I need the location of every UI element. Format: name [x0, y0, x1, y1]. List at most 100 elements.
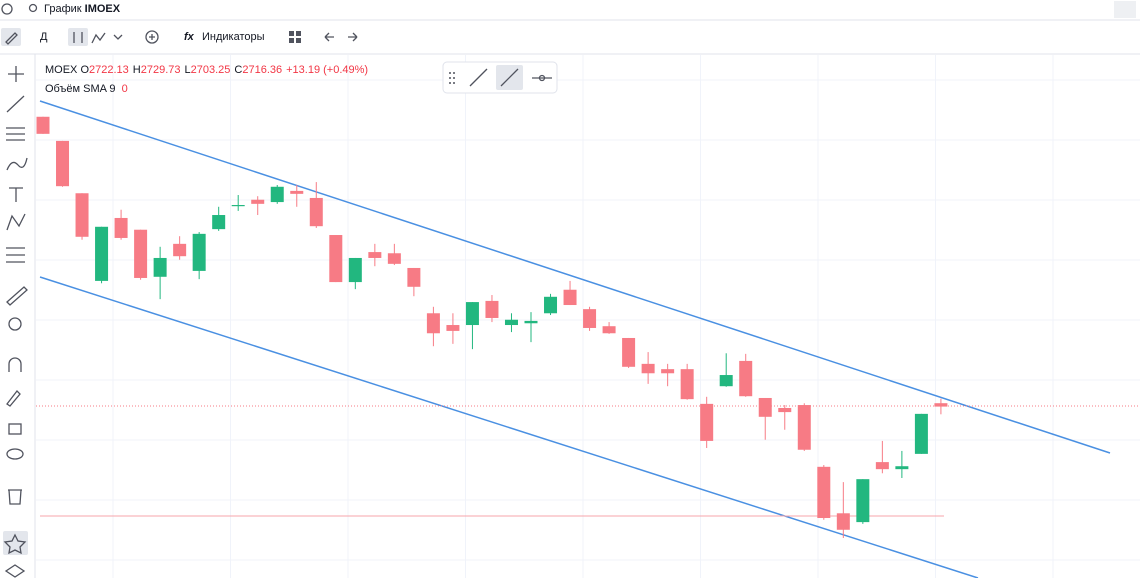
- collapse-button[interactable]: [1114, 1, 1136, 18]
- candle-body: [387, 253, 401, 264]
- pattern-tool[interactable]: [6, 213, 26, 231]
- candle-body: [56, 140, 70, 187]
- candle-body: [465, 302, 479, 326]
- candle-body: [192, 233, 206, 271]
- fib-tool[interactable]: [6, 127, 25, 141]
- candle-body: [875, 462, 889, 470]
- candle-body: [270, 186, 284, 203]
- drag-handle[interactable]: [449, 72, 455, 84]
- pencil-icon: [5, 32, 18, 45]
- redo[interactable]: [348, 32, 358, 42]
- candle-body: [251, 199, 265, 204]
- candle-body: [895, 466, 909, 470]
- channel-lower[interactable]: [39, 276, 979, 578]
- zoom-tool[interactable]: [8, 317, 22, 331]
- compare-button[interactable]: [145, 30, 159, 44]
- candle-body: [934, 403, 948, 407]
- candle-body: [661, 369, 675, 374]
- volume-value: 0: [122, 83, 128, 95]
- interval-button[interactable]: Д: [40, 31, 48, 43]
- candle-body: [583, 309, 597, 328]
- fx-icon: fx: [184, 31, 195, 43]
- legend: MOEX O2722.13 H2729.73 L2703.25 C2716.36 +13…: [45, 64, 368, 76]
- legend-change: +13.19 (+0.49%): [286, 64, 368, 76]
- candle-body: [309, 197, 323, 227]
- candle-body: [544, 296, 558, 314]
- drawing-toolbar: [3, 66, 28, 578]
- ohlc-value: 2716.36: [242, 64, 282, 76]
- crosshair-tool[interactable]: [8, 66, 24, 82]
- candle-body: [700, 403, 714, 441]
- candle-body: [914, 413, 928, 454]
- candle-body: [719, 375, 733, 387]
- candle-body: [173, 243, 187, 257]
- trash-tool[interactable]: [8, 489, 22, 505]
- hline-dot: [538, 74, 546, 82]
- line-style-button[interactable]: [469, 68, 488, 87]
- candle-body: [36, 116, 50, 134]
- ohlc-label: C: [234, 64, 242, 76]
- candle-body: [758, 397, 772, 417]
- search-symbol: IMOEX: [85, 3, 121, 15]
- layout-button[interactable]: [289, 31, 301, 43]
- candle-type-button[interactable]: [68, 28, 88, 46]
- grid: [36, 55, 1140, 578]
- candle-body: [856, 479, 870, 523]
- candle-body: [407, 267, 421, 287]
- candle-body: [836, 513, 850, 530]
- legend-symbol: MOEX: [45, 64, 78, 76]
- candle-body: [426, 313, 440, 334]
- magnet-tool[interactable]: [8, 357, 22, 372]
- candle-body: [212, 215, 226, 230]
- candle-body: [446, 325, 460, 331]
- layers-tool[interactable]: [4, 564, 26, 578]
- area-icon[interactable]: [91, 32, 106, 44]
- add-button[interactable]: [1, 3, 13, 15]
- candle-body: [680, 369, 694, 400]
- forecast-tool[interactable]: [6, 247, 25, 263]
- candle-body: [602, 326, 616, 334]
- search-icon: [28, 3, 38, 13]
- candle-body: [622, 337, 636, 367]
- candle-body: [368, 252, 382, 258]
- candle-body: [153, 257, 167, 277]
- volume-label: Объём SMA 9: [45, 83, 116, 95]
- brush-tool[interactable]: [6, 157, 28, 171]
- indicators-button[interactable]: Индикаторы: [202, 31, 265, 43]
- channel-upper[interactable]: [39, 100, 1111, 454]
- candle-body: [231, 205, 245, 207]
- ohlc-label: H: [133, 64, 141, 76]
- search-field[interactable]: График IMOEX: [44, 3, 121, 15]
- candle-body: [95, 226, 109, 281]
- floating-toolbar: [442, 61, 558, 94]
- ohlc-label: L: [185, 64, 191, 76]
- trendline-tool[interactable]: [6, 95, 25, 113]
- search-prefix: График: [44, 3, 82, 15]
- visibility-tool[interactable]: [6, 448, 24, 460]
- text-tool[interactable]: [9, 187, 23, 202]
- ohlc-value: 2729.73: [141, 64, 181, 76]
- candles: [36, 116, 948, 538]
- chevron[interactable]: [113, 34, 123, 40]
- lock-tool[interactable]: [8, 423, 22, 435]
- ohlc-label: O: [80, 64, 89, 76]
- candle-body: [563, 289, 577, 306]
- lock-draw-tool[interactable]: [6, 390, 21, 407]
- candle-body: [778, 407, 792, 413]
- candle-body: [134, 229, 148, 278]
- search-bar: [0, 0, 1140, 20]
- ohlc: O2722.13 H2729.73 L2703.25 C2716.36: [80, 64, 282, 76]
- ohlc-value: 2703.25: [191, 64, 231, 76]
- candle-body: [75, 193, 89, 237]
- candle-body: [485, 300, 499, 318]
- undo[interactable]: [324, 32, 334, 42]
- ohlc-value: 2722.13: [89, 64, 129, 76]
- candle-body: [641, 363, 655, 374]
- candle-body: [348, 257, 362, 283]
- ruler-tool[interactable]: [6, 286, 28, 306]
- candle-icon: [73, 32, 83, 43]
- candle-body: [797, 405, 811, 450]
- candle-body: [290, 190, 304, 194]
